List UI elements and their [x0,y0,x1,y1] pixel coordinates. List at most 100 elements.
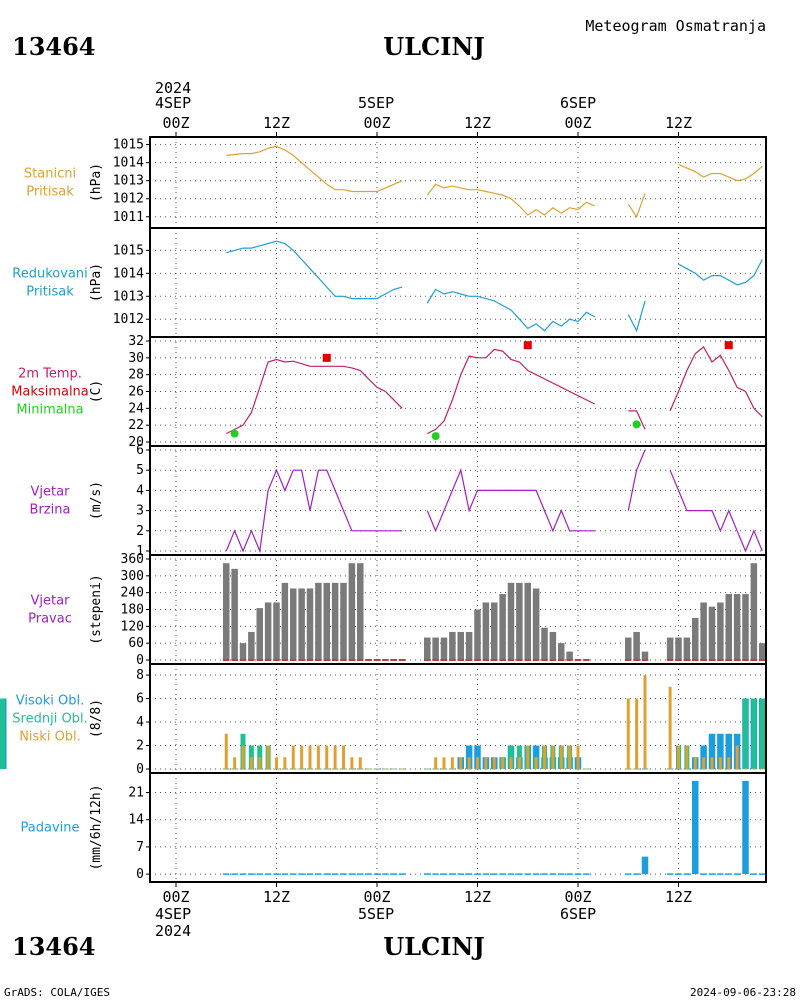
cloud-bar [708,733,716,769]
panel-station-pressure: 1011 1012 1013 1014 1015 Stanicni Pritisak (hPa… [24,136,767,229]
time-day-top-0: 4SEP [155,94,191,112]
y-tick-label: 0 [136,867,144,882]
cloud-bar [233,757,237,769]
y-tick-label: 180 [121,603,144,618]
wind-dir-bar [315,582,322,660]
time-day-bottom-1: 5SEP [358,905,394,923]
cloud-bar [559,745,563,769]
cloud-bar [743,698,748,769]
cloud-bar [249,757,253,769]
panel-unit: (8/8) [89,699,104,738]
wind-dir-bar [692,617,699,660]
wind-dir-bar [725,594,732,660]
series-line [426,468,595,533]
wind-dir-bar [633,631,640,660]
cloud-bar [241,745,245,769]
tmin-marker [431,432,440,441]
wind-dir-bar [432,637,439,660]
cloud-bar [476,757,479,769]
wind-dir-bar [666,637,674,660]
y-tick-label: 1012 [113,192,144,207]
wind-dir-bar [323,582,330,660]
series-line [426,288,596,332]
panel-unit: (hPa) [89,163,104,202]
hour-label-bottom: 12Z [263,888,290,906]
panel-frame [149,136,767,229]
panel-label-line: Vjetar [31,485,71,500]
wind-dir-bar [491,602,498,660]
wind-dir-bar [357,563,364,660]
cloud-bar [459,757,463,769]
cloud-bar [283,757,287,769]
tmin-marker [230,429,239,438]
y-tick-label: 1012 [113,312,144,327]
series-line [628,410,646,430]
time-year-bottom: 2024 [155,922,191,940]
wind-dir-bar [499,594,506,660]
series-line [226,145,403,193]
wind-dir-bar [700,602,707,660]
panel-label-line: Brzina [30,503,71,518]
y-tick-label: 7 [136,840,144,855]
y-tick-label: 360 [121,552,144,567]
panel-unit: (stepeni) [89,574,104,644]
panel-frame [149,227,767,338]
series-line [678,259,763,286]
wind-dir-bar [348,563,356,660]
wind-dir-bar [223,563,230,660]
y-tick-label: 1013 [113,174,144,189]
cloud-bar [308,745,312,769]
wind-dir-bar [290,588,297,660]
wind-dir-bar [273,602,280,660]
wind-dir-bar [440,637,448,660]
cloud-bar [358,757,362,769]
wind-dir-bar [717,602,724,660]
y-tick-label: 28 [128,368,144,383]
cloud-bar [710,757,714,769]
y-tick-label: 5 [136,463,144,478]
panel-wind-speed: 1 2 3 4 5 6 Vjetar Brzina (m/s) [30,443,767,559]
wind-dir-bar [239,643,247,660]
wind-dir-bar [449,631,456,660]
wind-dir-bar [708,606,716,660]
panel-label-line: Srednji Obl. [12,712,87,727]
y-tick-label: 240 [121,586,144,601]
cloud-bar [668,686,672,769]
panel-unit: (m/s) [89,481,104,520]
series-line [669,345,763,418]
series-line [627,300,646,333]
y-tick-label: 8 [136,668,144,683]
time-axis-bottom: 00Z 12Z 00Z 12Z 00Z 12Z [162,882,692,906]
tmax-marker [523,341,532,350]
wind-dir-bar [733,594,741,660]
cloud-bar [526,745,530,769]
series-line [427,348,596,435]
time-axis-top: 00Z 12Z 00Z 12Z 00Z 12Z [162,114,692,137]
cloud-bar [759,698,765,769]
time-day-bottom-2: 6SEP [560,905,596,923]
panel-label-line: Pravac [28,612,72,627]
y-tick-label: 300 [121,569,144,584]
series-line [627,449,646,511]
time-year-top: 2024 [155,79,191,97]
y-tick-label: 1 [136,544,144,559]
cloud-bar [717,733,724,769]
cloud-bar [543,745,546,769]
station-name-top: ULCINJ [383,32,484,61]
wind-dir-bar [340,582,347,660]
cloud-bar [643,675,647,769]
time-day-bottom-0: 4SEP [155,905,191,923]
timestamp-text: 2024-09-06-23:28 [690,986,796,999]
panel-unit: (hPa) [89,263,104,302]
wind-dir-bar [457,631,464,660]
panel-label-line: Niski Obl. [19,730,81,745]
wind-dir-bar [541,627,548,660]
cloud-bar [467,757,471,769]
y-tick-label: 1015 [113,243,144,258]
hour-label-top: 00Z [363,114,390,132]
cloud-bar [442,757,446,769]
wind-dir-bar [516,582,523,660]
wind-dir-bar [742,594,749,660]
